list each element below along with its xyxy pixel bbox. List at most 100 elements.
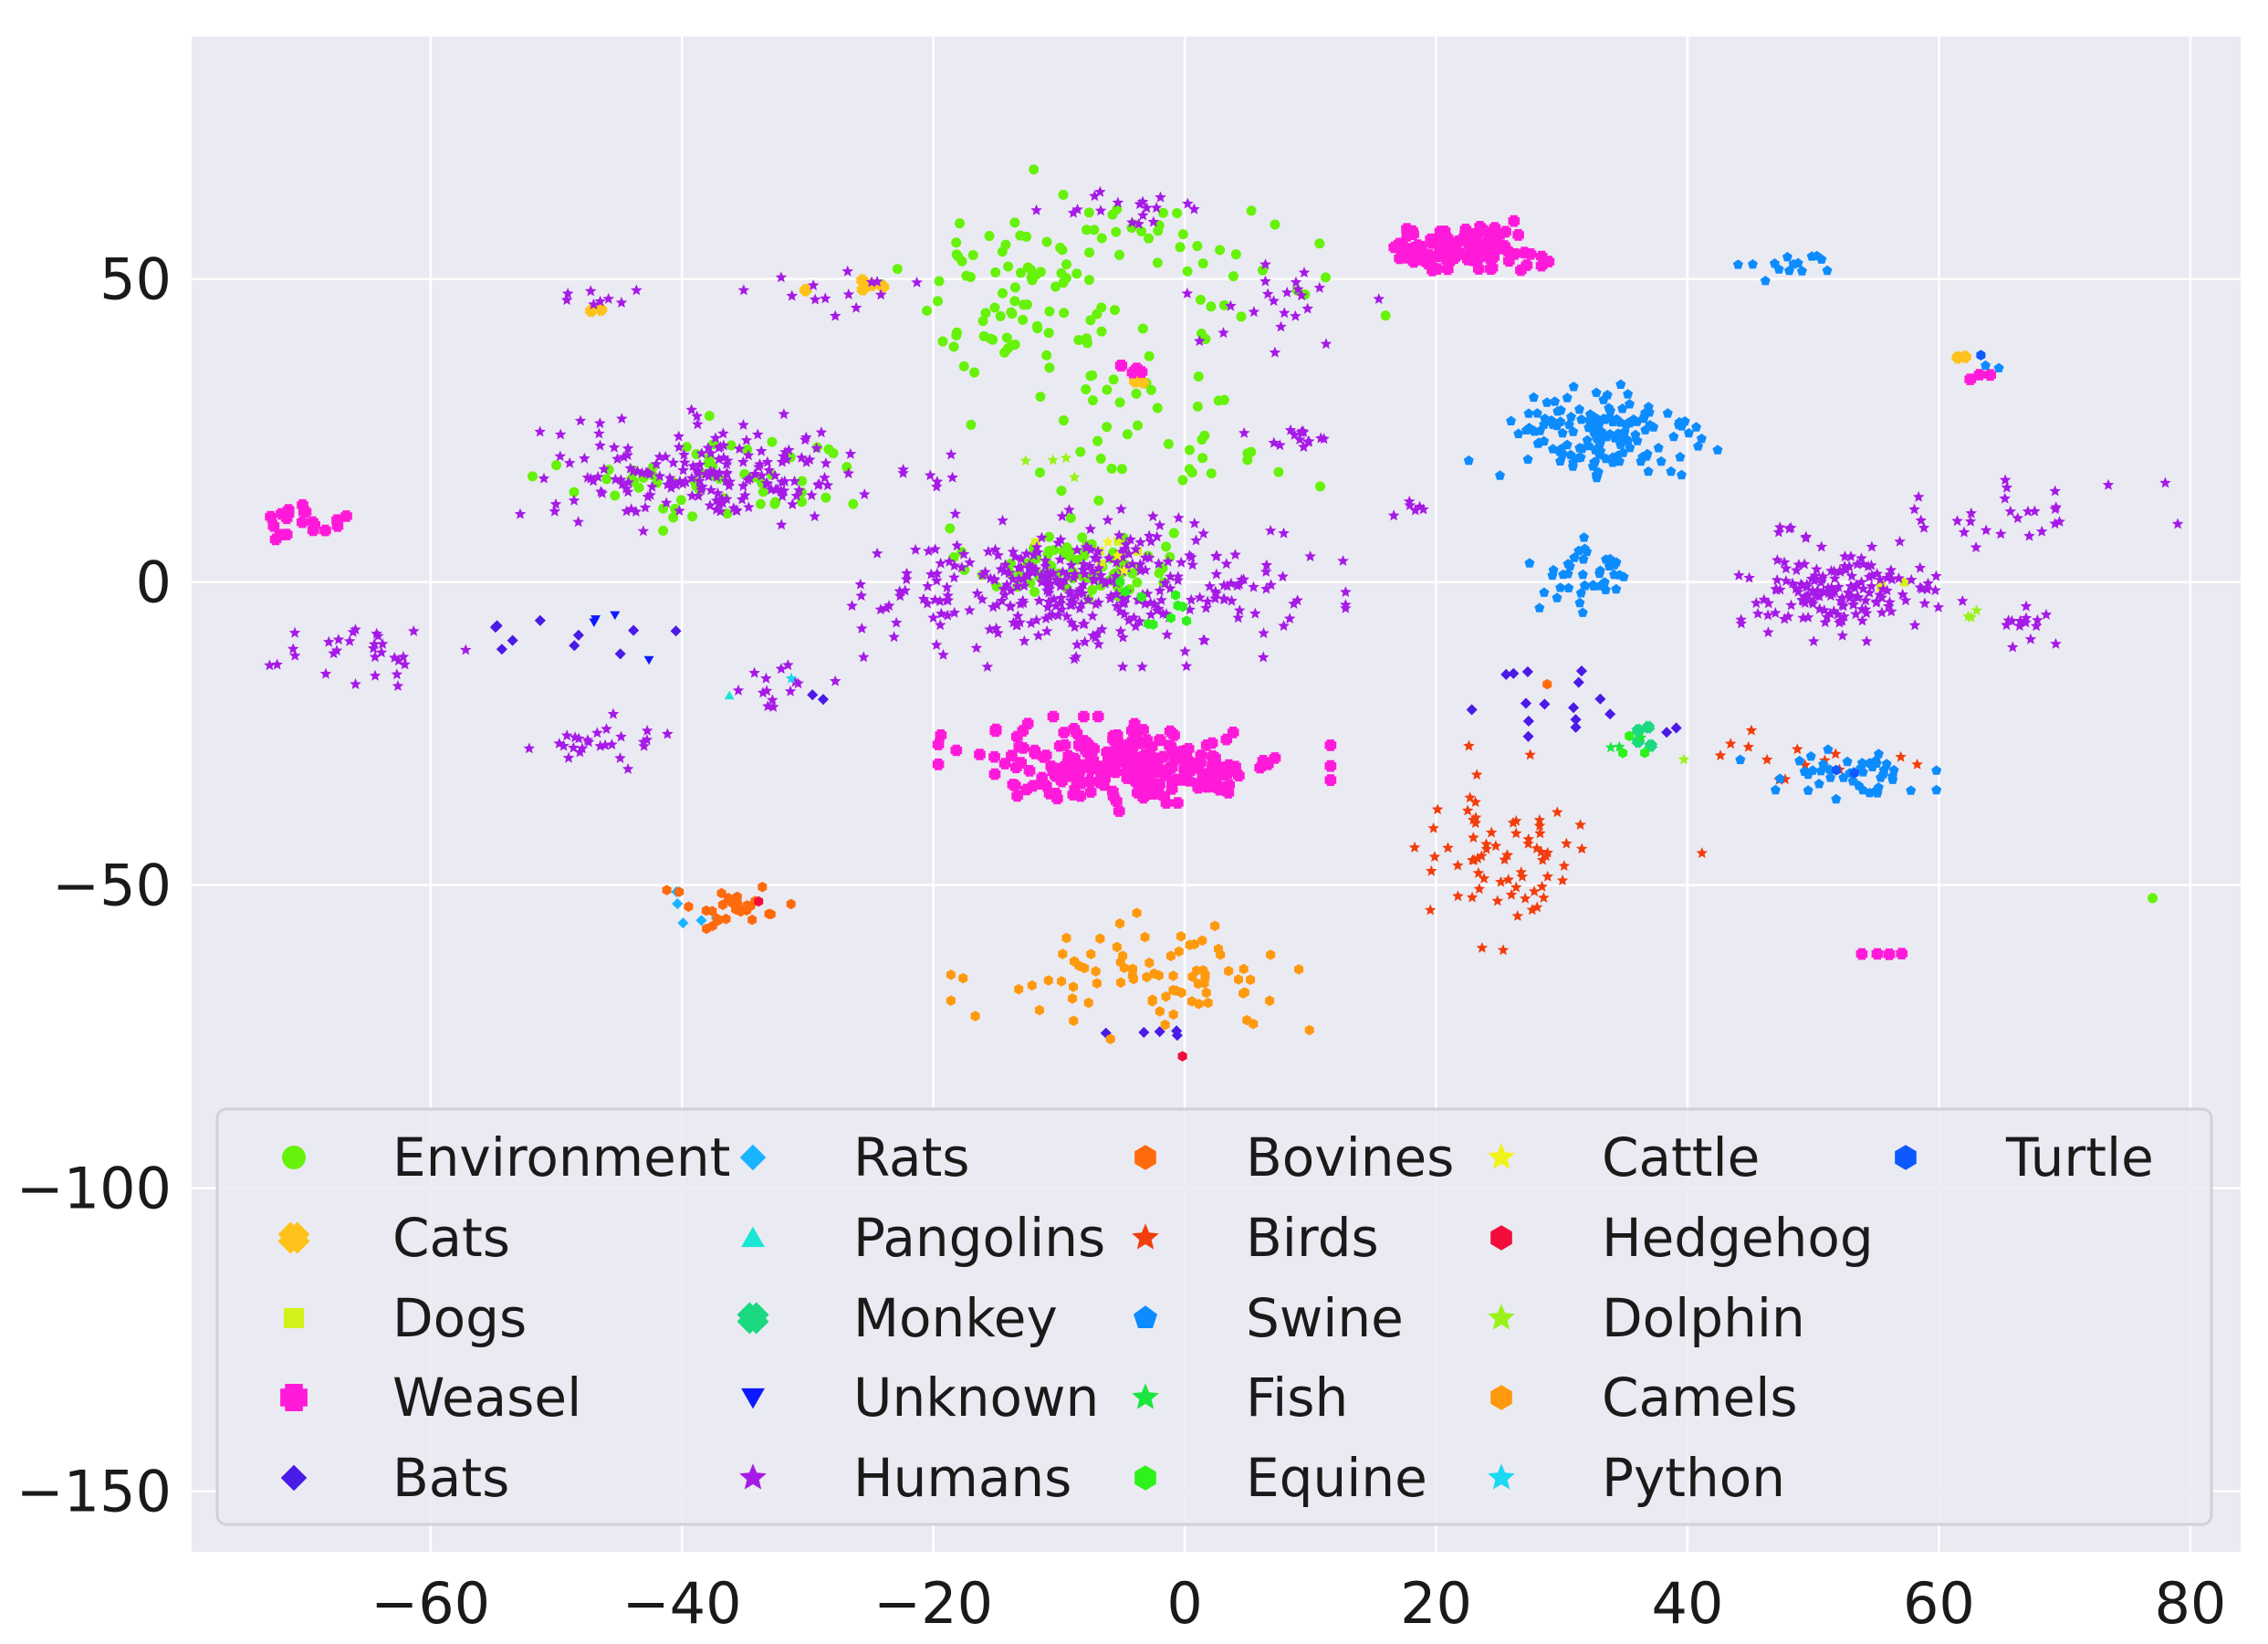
data-point xyxy=(1018,742,1029,754)
data-point xyxy=(631,284,643,296)
data-point xyxy=(1579,532,1589,542)
data-point xyxy=(927,612,939,623)
data-point xyxy=(1133,218,1144,229)
legend-label: Cattle xyxy=(1602,1126,1760,1188)
data-point xyxy=(767,694,779,706)
data-point xyxy=(1409,504,1421,516)
data-point xyxy=(1575,665,1587,677)
data-point xyxy=(992,627,1004,638)
data-point xyxy=(1735,617,1748,629)
data-point xyxy=(662,478,674,490)
data-point xyxy=(1485,263,1497,275)
data-point xyxy=(594,302,608,317)
data-point xyxy=(1065,616,1078,628)
data-point xyxy=(1082,338,1092,349)
data-point xyxy=(319,524,331,537)
legend-marker xyxy=(739,1463,767,1490)
data-point xyxy=(1118,543,1131,555)
data-point xyxy=(692,418,704,430)
data-point xyxy=(1083,207,1094,218)
data-point xyxy=(1249,607,1261,619)
data-point xyxy=(770,497,781,508)
data-point xyxy=(946,969,956,980)
data-point xyxy=(967,250,978,261)
data-point xyxy=(1555,416,1566,426)
data-point xyxy=(1874,573,1887,585)
data-point xyxy=(269,533,282,546)
series-unknown xyxy=(589,611,654,665)
data-point xyxy=(850,301,862,313)
data-point xyxy=(1257,755,1270,767)
data-point xyxy=(1110,305,1121,316)
data-point xyxy=(1058,948,1068,959)
legend-label: Bovines xyxy=(1246,1126,1454,1188)
data-point xyxy=(704,411,715,422)
data-point xyxy=(1151,604,1163,616)
data-point xyxy=(581,734,594,746)
data-point xyxy=(569,487,580,497)
data-point xyxy=(1825,772,1835,782)
data-point xyxy=(736,493,748,505)
data-point xyxy=(1093,495,1104,506)
data-point xyxy=(1839,550,1851,562)
data-point xyxy=(1064,599,1076,611)
x-tick-label: 80 xyxy=(2154,1570,2226,1637)
data-point xyxy=(1057,566,1069,577)
data-point xyxy=(1259,275,1271,287)
data-point xyxy=(883,600,895,611)
data-point xyxy=(1110,556,1123,568)
data-point xyxy=(1373,293,1385,304)
data-point xyxy=(369,669,381,681)
data-point xyxy=(951,330,962,340)
data-point xyxy=(1043,531,1054,542)
data-point xyxy=(996,594,1008,606)
data-point xyxy=(958,361,969,372)
data-point xyxy=(1242,448,1253,459)
data-point xyxy=(1491,895,1504,906)
data-point xyxy=(1073,602,1086,614)
legend-marker xyxy=(739,1144,767,1171)
data-point xyxy=(1095,569,1107,581)
data-point xyxy=(1911,758,1923,770)
data-point xyxy=(1645,420,1656,430)
data-point xyxy=(767,436,778,447)
data-point xyxy=(1922,577,1934,589)
data-point xyxy=(1773,264,1784,274)
data-point xyxy=(1095,453,1106,464)
data-point xyxy=(1743,571,1755,583)
data-point xyxy=(1087,584,1098,595)
data-point xyxy=(1404,499,1416,510)
data-point xyxy=(1617,403,1628,414)
data-point xyxy=(1594,439,1605,449)
data-point xyxy=(931,567,943,579)
data-point xyxy=(1277,571,1289,582)
legend-marker xyxy=(280,1464,308,1492)
data-point xyxy=(799,434,811,445)
data-point xyxy=(1884,569,1896,580)
data-point xyxy=(1594,693,1606,705)
data-point xyxy=(1510,881,1522,893)
data-point xyxy=(1043,975,1053,986)
data-point xyxy=(1673,419,1684,430)
data-point xyxy=(1834,565,1846,577)
data-point xyxy=(1242,1014,1252,1026)
data-point xyxy=(1257,651,1270,663)
data-point xyxy=(1468,832,1479,843)
data-point xyxy=(1315,481,1326,492)
data-point xyxy=(1116,977,1125,989)
data-point xyxy=(1040,560,1051,571)
data-point xyxy=(757,686,769,698)
data-point xyxy=(1162,555,1174,567)
data-point xyxy=(1023,765,1036,777)
legend-label: Birds xyxy=(1246,1207,1379,1269)
data-point xyxy=(1041,584,1053,596)
data-point xyxy=(677,917,689,929)
data-point xyxy=(1294,964,1304,975)
data-point xyxy=(945,523,956,534)
data-point xyxy=(1055,592,1067,603)
data-point xyxy=(523,742,536,754)
data-point xyxy=(1206,301,1217,312)
data-point xyxy=(726,440,737,451)
data-point xyxy=(1089,225,1100,236)
data-point xyxy=(970,1010,980,1021)
